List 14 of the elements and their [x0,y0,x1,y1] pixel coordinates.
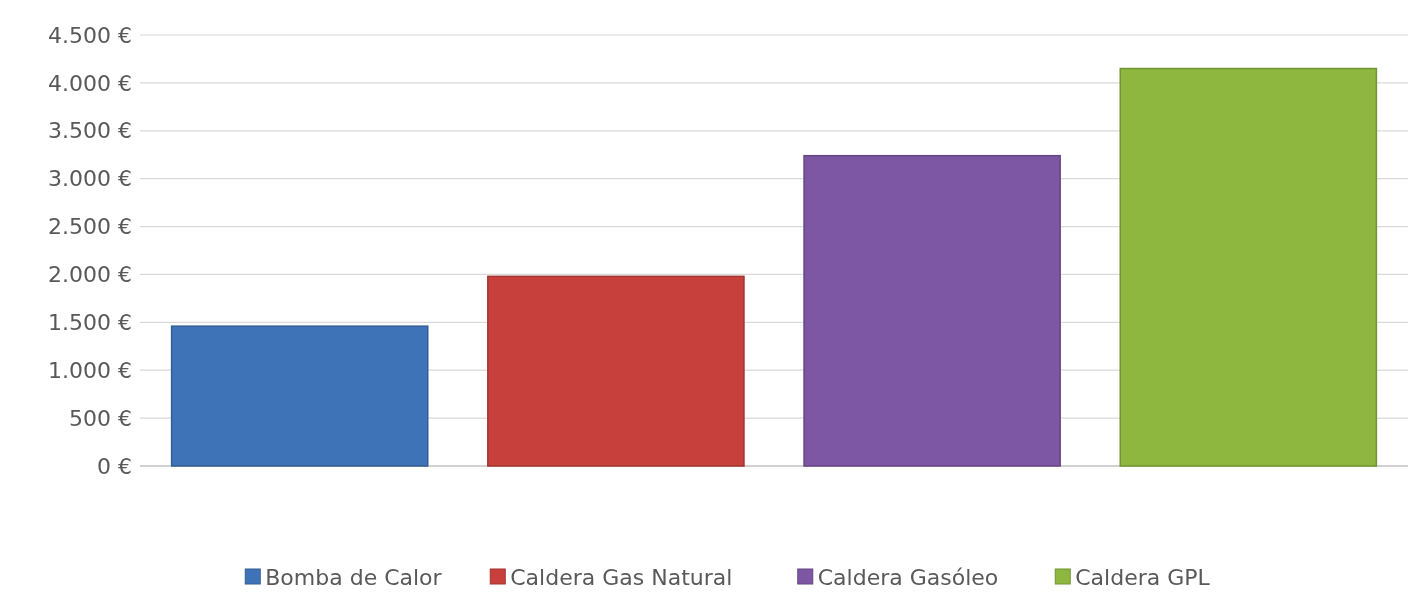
legend-label: Caldera Gas Natural [510,564,733,590]
y-tick-label: 3.500 € [48,118,132,144]
y-tick-label: 1.500 € [48,310,132,336]
y-tick-label: 2.000 € [48,262,132,288]
y-tick-label: 4.000 € [48,70,132,96]
legend-label: Bomba de Calor [265,564,443,590]
y-tick-label: 0 € [97,453,132,479]
y-tick-label: 4.500 € [48,22,132,48]
legend-label: Caldera GPL [1075,564,1211,590]
y-tick-label: 500 € [69,405,132,431]
y-tick-label: 3.000 € [48,166,132,192]
legend-label: Caldera Gasóleo [817,564,999,590]
y-tick-label: 1.000 € [48,357,132,383]
y-tick-label: 2.500 € [48,214,132,240]
